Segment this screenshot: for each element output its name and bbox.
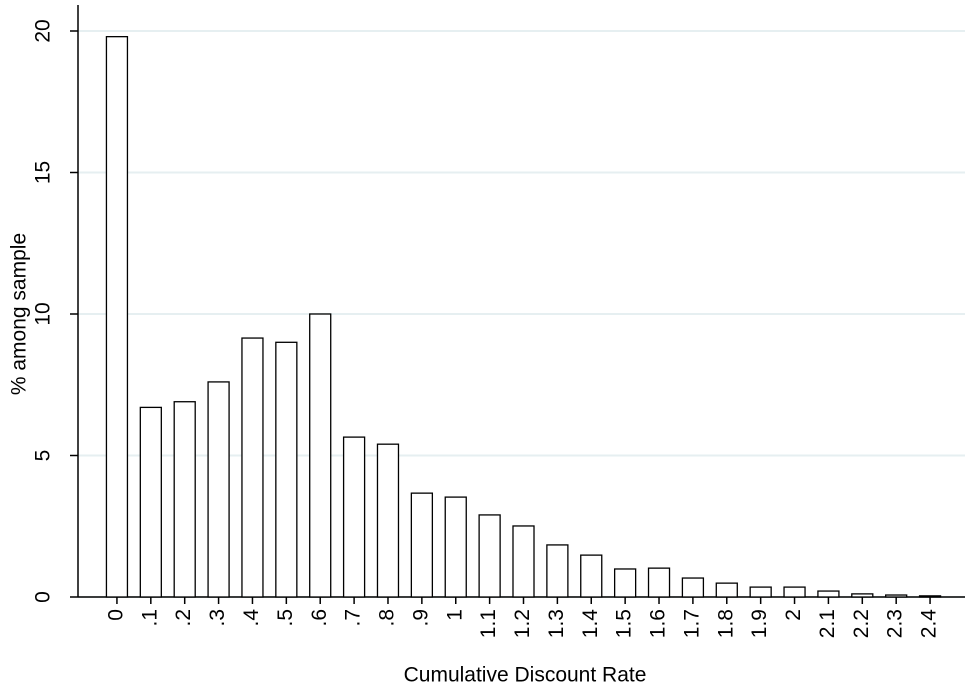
x-tick-label: 1.7 — [680, 609, 703, 638]
bar — [851, 593, 874, 598]
bar — [715, 582, 738, 598]
bar — [749, 586, 772, 598]
x-tick-label: .7 — [342, 609, 365, 627]
bar — [613, 568, 637, 598]
x-tick-label: 1.2 — [511, 609, 534, 638]
bar — [444, 496, 467, 598]
bar — [783, 586, 806, 598]
x-tick-label: 2.4 — [918, 609, 941, 639]
bar — [512, 525, 535, 598]
bar — [647, 567, 671, 598]
x-tick-label: 1.3 — [545, 609, 568, 638]
y-tick-label: 5 — [32, 450, 55, 462]
bar — [410, 492, 434, 598]
x-tick-label: 2.1 — [816, 609, 839, 638]
bar — [918, 595, 942, 598]
x-tick-label: 0 — [104, 609, 127, 621]
x-axis-title: Cumulative Discount Rate — [404, 664, 647, 687]
x-tick-label: .4 — [240, 609, 263, 627]
bar — [817, 590, 840, 598]
y-tick-label: 15 — [32, 161, 55, 184]
bar — [342, 436, 366, 598]
bar — [139, 406, 162, 598]
x-tick-label: 1 — [443, 609, 466, 621]
x-tick-label: 1.5 — [613, 609, 636, 638]
x-tick-label: .6 — [308, 609, 331, 627]
x-tick-label: .2 — [172, 609, 195, 627]
x-tick-label: .9 — [409, 609, 432, 627]
y-axis-title: % among sample — [8, 233, 31, 395]
x-tick-label: 1.6 — [647, 609, 670, 638]
bar — [885, 594, 908, 598]
x-tick-label: .1 — [138, 609, 161, 627]
x-tick-label: 1.8 — [714, 609, 737, 638]
bar — [207, 381, 230, 598]
y-tick-label: 20 — [32, 19, 55, 42]
x-tick-label: .3 — [206, 609, 229, 627]
bar — [309, 313, 332, 598]
bar — [275, 341, 298, 598]
bar — [105, 36, 129, 598]
x-tick-label: .5 — [274, 609, 297, 627]
x-tick-label: 2 — [782, 609, 805, 621]
bar — [173, 401, 196, 598]
x-tick-label: 1.1 — [477, 609, 500, 638]
bar — [580, 554, 603, 598]
bar — [681, 577, 705, 598]
x-tick-label: 1.4 — [579, 609, 602, 639]
y-tick-label: 0 — [32, 591, 55, 603]
x-tick-label: 2.3 — [884, 609, 907, 638]
x-tick-label: .8 — [376, 609, 399, 627]
x-tick-label: 2.2 — [850, 609, 873, 638]
bar — [546, 544, 569, 598]
x-tick-label: 1.9 — [748, 609, 771, 638]
bar — [478, 514, 501, 598]
bar — [376, 443, 400, 598]
bar — [241, 337, 264, 598]
y-tick-label: 10 — [32, 302, 55, 325]
